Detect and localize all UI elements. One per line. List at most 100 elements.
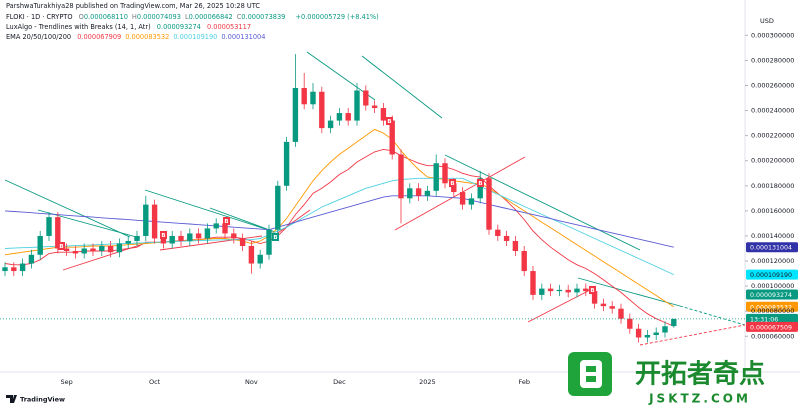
ema-value: 0.000109190: [173, 33, 218, 41]
trendline: [444, 154, 641, 251]
x-tick-label: Feb: [518, 378, 530, 386]
symbol: FLOKI · 1D · CRYPTO: [6, 13, 73, 21]
candle-body: [19, 263, 26, 272]
candle-body: [143, 204, 149, 236]
candle-body: [521, 250, 527, 272]
candle-body: [618, 308, 624, 319]
candle-body: [627, 318, 633, 329]
candle-body: [415, 188, 422, 196]
candle-body: [99, 245, 105, 251]
price-tag: [746, 301, 798, 312]
break-label: B: [273, 235, 277, 241]
break-marker: [386, 117, 393, 125]
candle-body: [178, 235, 184, 241]
break-label: B: [450, 181, 454, 187]
candle-body: [336, 113, 343, 121]
candle-body: [204, 228, 211, 239]
candle-body: [266, 229, 272, 255]
y-tick-label: 0.000240000: [751, 107, 794, 115]
indicator-value: 0.000053117: [206, 23, 252, 31]
candle-body: [574, 288, 580, 293]
y-tick-label: 0.000100000: [751, 282, 794, 290]
candle-body: [363, 90, 369, 106]
y-tick-label: 0.000180000: [751, 182, 794, 190]
trendline: [209, 207, 276, 233]
brand: TradingView: [6, 395, 65, 404]
candle-body: [583, 288, 589, 292]
candle-body: [591, 291, 598, 304]
currency: USD: [760, 17, 774, 25]
candle-body: [37, 235, 43, 255]
break-marker: [477, 179, 484, 187]
ohlc: O0.000068110 H0.000074093 L0.000066842 C0.0…: [79, 13, 290, 21]
candle-body: [327, 120, 334, 129]
candle-body: [169, 235, 175, 244]
break-label: B: [224, 219, 228, 225]
watermark-logo-mark: [586, 376, 596, 382]
candle-body: [609, 306, 615, 309]
y-tick-label: 0.000300000: [751, 31, 794, 39]
x-tick-label: 2025: [419, 378, 436, 386]
candle-body: [81, 248, 87, 254]
price-tag: [746, 321, 798, 332]
candle-body: [451, 183, 457, 193]
x-tick-label: Oct: [149, 378, 161, 386]
candle-body: [160, 238, 167, 244]
candle-body: [662, 326, 668, 333]
candle-body: [46, 217, 52, 236]
ohlc-key: H: [131, 13, 137, 21]
price-tag: [746, 269, 798, 280]
candle-body: [380, 108, 387, 121]
candle-body: [389, 120, 395, 155]
price-tag-label: 0.000083532: [750, 304, 792, 311]
x-tick-label: Sep: [60, 378, 72, 386]
candle-body: [512, 240, 519, 251]
y-tick-label: 0.000280000: [751, 56, 794, 64]
candle-body: [319, 91, 325, 129]
ema-legend: EMA 20/50/100/200 0.000067909 0.000083532…: [6, 33, 273, 41]
candle-body: [407, 188, 413, 199]
price-tag: [746, 242, 798, 253]
candle-body: [635, 328, 642, 338]
price-tag-label: 13:31:06: [750, 316, 778, 323]
trendline-projection: [679, 305, 745, 326]
candle-body: [187, 233, 193, 241]
candle-body: [495, 229, 501, 236]
candle-body: [424, 190, 431, 196]
trendline: [4, 179, 131, 238]
candle-body: [28, 254, 35, 264]
ema-value: 0.000131004: [221, 33, 266, 41]
candle-body: [345, 113, 351, 121]
trendline: [159, 235, 263, 251]
candle-body: [354, 90, 360, 121]
ohlc-key: C: [236, 13, 242, 21]
candle-body: [644, 335, 651, 338]
price-tag-label: 0.000093274: [750, 292, 792, 299]
break-marker: [589, 286, 596, 294]
candle-body: [371, 105, 378, 109]
trendlines: [4, 51, 745, 346]
candle-body: [600, 303, 607, 307]
candle-body: [292, 87, 299, 142]
candle-body: [530, 271, 536, 295]
candle-body: [125, 240, 131, 244]
price-tag-label: 0.000109190: [750, 272, 792, 279]
price-tag: [746, 313, 798, 324]
ema-name: EMA 20/50/100/200: [6, 33, 72, 41]
ema-value: 0.000083532: [125, 33, 170, 41]
candle-body: [222, 223, 228, 234]
trendline: [361, 55, 443, 119]
brand-name: TradingView: [20, 396, 65, 404]
candle-body: [257, 254, 263, 264]
candle-body: [72, 250, 79, 254]
trendline: [144, 189, 276, 233]
candle-body: [107, 245, 114, 253]
ema-line: [4, 177, 674, 276]
break-label: B: [387, 119, 391, 125]
indicator-legend: LuxAlgo - Trendlines with Breaks (14, 1,…: [6, 23, 255, 31]
brand-logo: [6, 395, 17, 403]
candle-body: [55, 217, 61, 249]
candle-body: [547, 288, 554, 292]
ema-values: 0.000067909 0.000083532 0.000109190 0.00013…: [77, 33, 269, 41]
